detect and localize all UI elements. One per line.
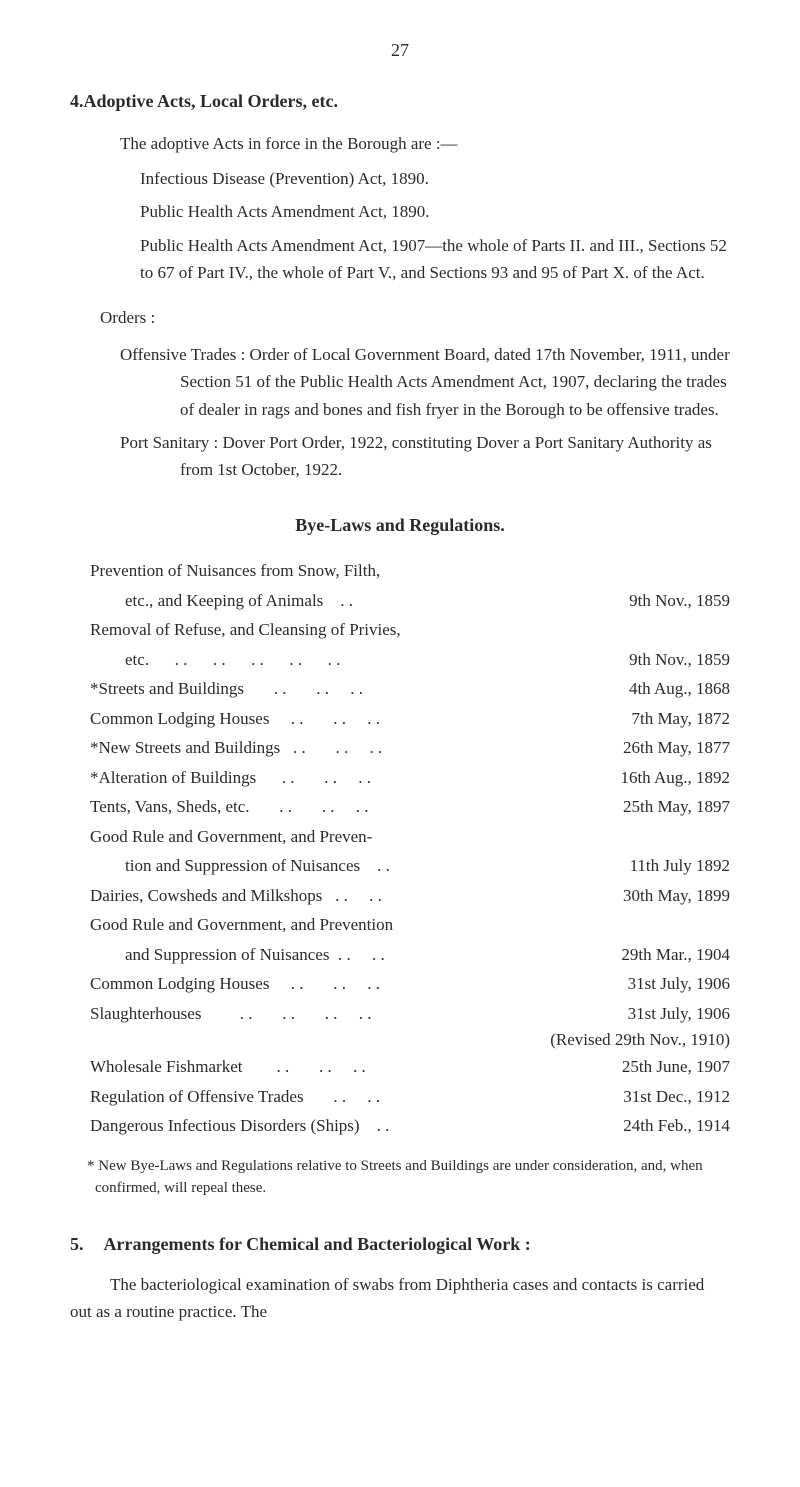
row-date: 9th Nov., 1859 <box>565 588 730 614</box>
footnote: * New Bye-Laws and Regulations relative … <box>95 1155 730 1200</box>
row-label: Dairies, Cowsheds and Milkshops . . . . <box>70 883 565 909</box>
section-4-number: 4. <box>70 91 84 112</box>
table-row: Good Rule and Government, and Prevention <box>70 912 730 938</box>
row-label: Common Lodging Houses . . . . . . <box>70 971 565 997</box>
table-row: Wholesale Fishmarket . . . . . . 25th Ju… <box>70 1054 730 1080</box>
table-row: Regulation of Offensive Trades . . . . 3… <box>70 1084 730 1110</box>
byelaws-table: Prevention of Nuisances from Snow, Filth… <box>70 558 730 1139</box>
table-row: and Suppression of Nuisances . . . . 29t… <box>70 942 730 968</box>
row-date: 29th Mar., 1904 <box>565 942 730 968</box>
row-date: 4th Aug., 1868 <box>565 676 730 702</box>
row-label: Slaughterhouses . . . . . . . . <box>70 1001 565 1027</box>
row-date: 31st Dec., 1912 <box>565 1084 730 1110</box>
row-label: Dangerous Infectious Disorders (Ships) .… <box>70 1113 565 1139</box>
table-row: Dangerous Infectious Disorders (Ships) .… <box>70 1113 730 1139</box>
order-item: Offensive Trades : Order of Local Govern… <box>180 341 730 423</box>
row-date: 31st July, 1906 <box>565 971 730 997</box>
row-date: 31st July, 1906 <box>565 1001 730 1027</box>
act-item: Public Health Acts Amendment Act, 1907—t… <box>140 232 730 286</box>
row-label-cont: etc., and Keeping of Animals . . <box>70 588 565 614</box>
row-label-cont: etc. . . . . . . . . . . <box>70 647 565 673</box>
section-4-heading: 4. Adoptive Acts, Local Orders, etc. <box>70 91 730 112</box>
table-row: Prevention of Nuisances from Snow, Filth… <box>70 558 730 584</box>
row-label-cont: and Suppression of Nuisances . . . . <box>70 942 565 968</box>
section-4-intro: The adoptive Acts in force in the Boroug… <box>120 130 730 157</box>
table-row: Common Lodging Houses . . . . . . 7th Ma… <box>70 706 730 732</box>
table-row: Tents, Vans, Sheds, etc. . . . . . . 25t… <box>70 794 730 820</box>
table-row: tion and Suppression of Nuisances . . 11… <box>70 853 730 879</box>
row-date <box>565 824 730 850</box>
row-date <box>565 912 730 938</box>
table-row: etc. . . . . . . . . . . 9th Nov., 1859 <box>70 647 730 673</box>
document-page: 27 4. Adoptive Acts, Local Orders, etc. … <box>0 0 800 1393</box>
order-item: Port Sanitary : Dover Port Order, 1922, … <box>180 429 730 483</box>
row-label: *Alteration of Buildings . . . . . . <box>70 765 565 791</box>
row-date: 25th June, 1907 <box>565 1054 730 1080</box>
row-date: 7th May, 1872 <box>565 706 730 732</box>
revised-note: (Revised 29th Nov., 1910) <box>70 1030 730 1050</box>
row-label: Removal of Refuse, and Cleansing of Priv… <box>70 617 565 643</box>
row-date: 24th Feb., 1914 <box>565 1113 730 1139</box>
row-date: 9th Nov., 1859 <box>565 647 730 673</box>
table-row: Common Lodging Houses . . . . . . 31st J… <box>70 971 730 997</box>
table-row: etc., and Keeping of Animals . . 9th Nov… <box>70 588 730 614</box>
row-label: Common Lodging Houses . . . . . . <box>70 706 565 732</box>
row-date: 16th Aug., 1892 <box>565 765 730 791</box>
section-4-title: Adoptive Acts, Local Orders, etc. <box>84 91 338 112</box>
row-label: Prevention of Nuisances from Snow, Filth… <box>70 558 565 584</box>
act-item: Public Health Acts Amendment Act, 1890. <box>140 198 730 225</box>
table-row: Dairies, Cowsheds and Milkshops . . . . … <box>70 883 730 909</box>
row-label: Tents, Vans, Sheds, etc. . . . . . . <box>70 794 565 820</box>
row-label: Good Rule and Government, and Preven- <box>70 824 565 850</box>
row-label: Regulation of Offensive Trades . . . . <box>70 1084 565 1110</box>
table-row: *Streets and Buildings . . . . . . 4th A… <box>70 676 730 702</box>
row-date <box>565 558 730 584</box>
row-date: 11th July 1892 <box>565 853 730 879</box>
row-date: 30th May, 1899 <box>565 883 730 909</box>
table-row: Slaughterhouses . . . . . . . . 31st Jul… <box>70 1001 730 1027</box>
section-5-paragraph: The bacteriological examination of swabs… <box>70 1271 730 1325</box>
row-label: Wholesale Fishmarket . . . . . . <box>70 1054 565 1080</box>
table-row: *New Streets and Buildings . . . . . . 2… <box>70 735 730 761</box>
section-5-title: Arrangements for Chemical and Bacteriolo… <box>104 1234 531 1255</box>
table-row: Removal of Refuse, and Cleansing of Priv… <box>70 617 730 643</box>
table-row: Good Rule and Government, and Preven- <box>70 824 730 850</box>
row-date: 26th May, 1877 <box>565 735 730 761</box>
row-label: Good Rule and Government, and Prevention <box>70 912 565 938</box>
row-label: *Streets and Buildings . . . . . . <box>70 676 565 702</box>
page-number: 27 <box>70 40 730 61</box>
row-date: 25th May, 1897 <box>565 794 730 820</box>
byelaws-heading: Bye-Laws and Regulations. <box>70 515 730 536</box>
section-5-heading: 5. Arrangements for Chemical and Bacteri… <box>70 1234 730 1255</box>
section-5-number: 5. <box>70 1234 84 1255</box>
row-date <box>565 617 730 643</box>
table-row: *Alteration of Buildings . . . . . . 16t… <box>70 765 730 791</box>
row-label: *New Streets and Buildings . . . . . . <box>70 735 565 761</box>
row-label-cont: tion and Suppression of Nuisances . . <box>70 853 565 879</box>
orders-label: Orders : <box>100 304 730 331</box>
act-item: Infectious Disease (Prevention) Act, 189… <box>140 165 730 192</box>
